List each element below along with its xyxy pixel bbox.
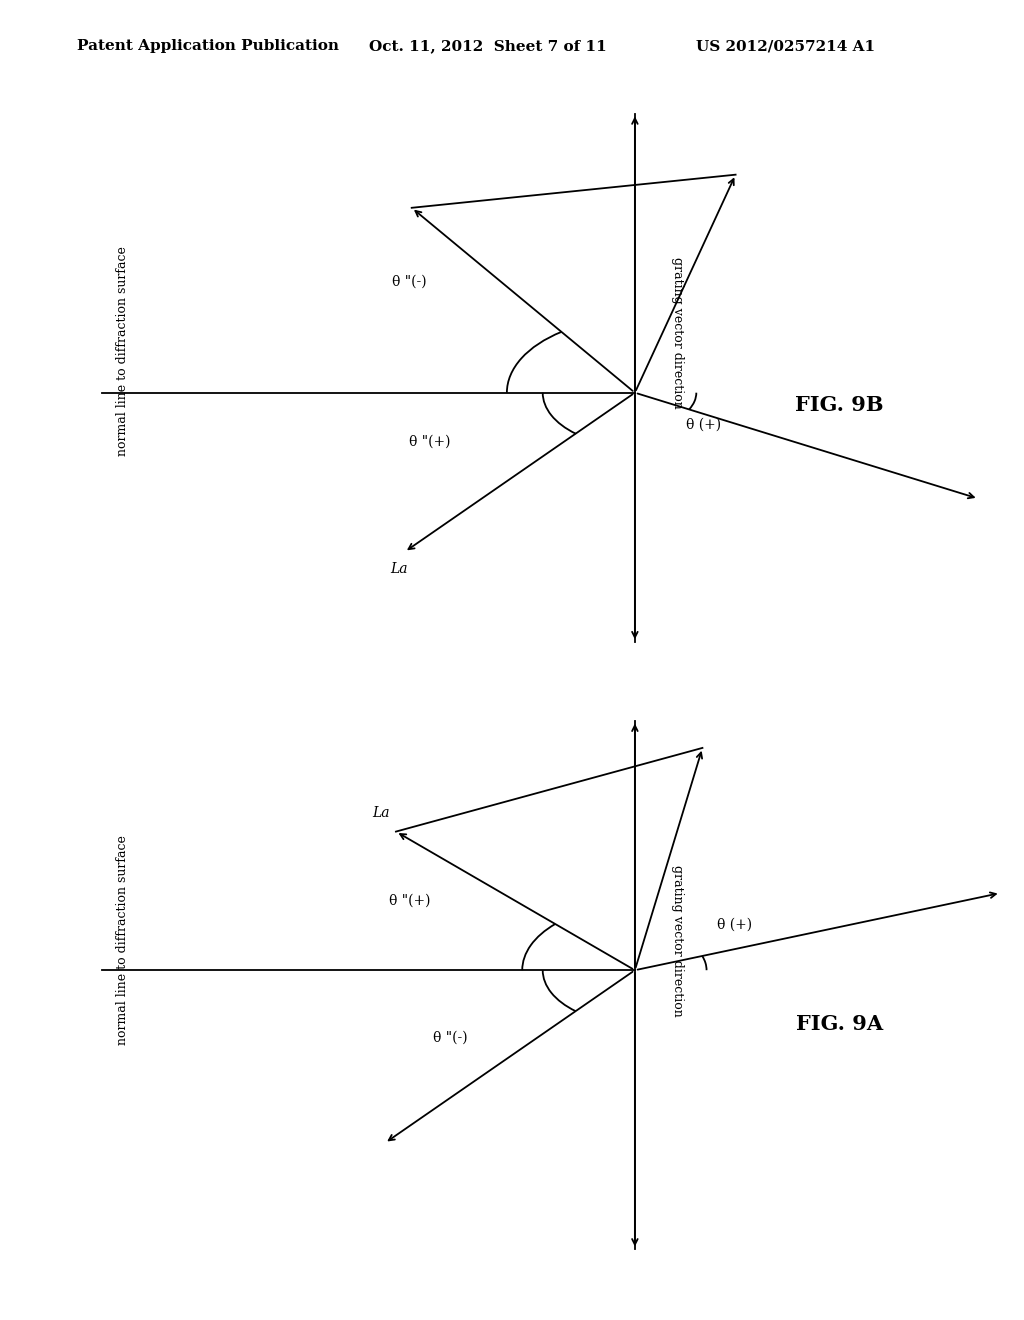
Text: normal line to diffraction surface: normal line to diffraction surface xyxy=(117,247,129,455)
Text: Patent Application Publication: Patent Application Publication xyxy=(77,40,339,53)
Text: FIG. 9B: FIG. 9B xyxy=(796,395,884,414)
Text: grating vector direction: grating vector direction xyxy=(671,257,684,409)
Text: normal line to diffraction surface: normal line to diffraction surface xyxy=(117,836,129,1045)
Text: La: La xyxy=(390,562,409,576)
Text: grating vector direction: grating vector direction xyxy=(671,865,684,1016)
Text: θ (+): θ (+) xyxy=(686,417,721,432)
Text: θ "(-): θ "(-) xyxy=(392,275,427,289)
Text: US 2012/0257214 A1: US 2012/0257214 A1 xyxy=(696,40,876,53)
Text: θ "(-): θ "(-) xyxy=(433,1031,468,1044)
Text: FIG. 9A: FIG. 9A xyxy=(796,1014,884,1034)
Text: θ (+): θ (+) xyxy=(717,917,752,932)
Text: θ "(+): θ "(+) xyxy=(389,894,430,908)
Text: Oct. 11, 2012  Sheet 7 of 11: Oct. 11, 2012 Sheet 7 of 11 xyxy=(369,40,606,53)
Text: La: La xyxy=(372,805,389,820)
Text: θ "(+): θ "(+) xyxy=(410,436,451,449)
